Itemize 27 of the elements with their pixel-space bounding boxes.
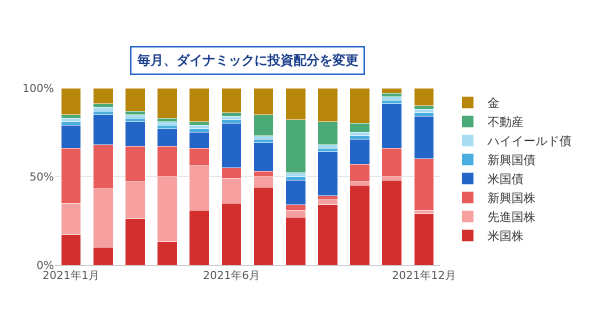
bar (157, 88, 178, 118)
bar (382, 88, 402, 94)
legend-label: 金 (488, 96, 500, 110)
x-tick-label: 2021年6月 (202, 269, 260, 282)
bar (125, 88, 146, 112)
bar (221, 88, 242, 114)
bar (60, 88, 82, 115)
y-tick-label: 50% (30, 170, 54, 184)
bar (350, 185, 370, 265)
legend-label: 米国株 (488, 229, 524, 244)
legend-label: ハイイールド債 (486, 134, 572, 148)
x-tick-label: 2021年12月 (392, 269, 456, 282)
legend-label: 不動産 (488, 115, 524, 130)
bar (414, 88, 434, 106)
bar (382, 180, 402, 265)
legend-label: 先進国株 (488, 210, 536, 224)
bar (189, 88, 210, 122)
chart-title: 毎月、ダイナミックに投資配分を変更 (136, 52, 358, 68)
legend-label: 米国債 (488, 172, 524, 186)
x-tick-label: 2021年1月 (42, 269, 100, 282)
legend-label: 新興国債 (488, 153, 536, 168)
legend-label: 新興国株 (488, 191, 536, 206)
bar (92, 88, 114, 104)
y-tick-label: 100% (22, 82, 54, 95)
bar (318, 151, 338, 196)
bar (414, 213, 434, 265)
y-tick-label: 0% (36, 258, 54, 272)
